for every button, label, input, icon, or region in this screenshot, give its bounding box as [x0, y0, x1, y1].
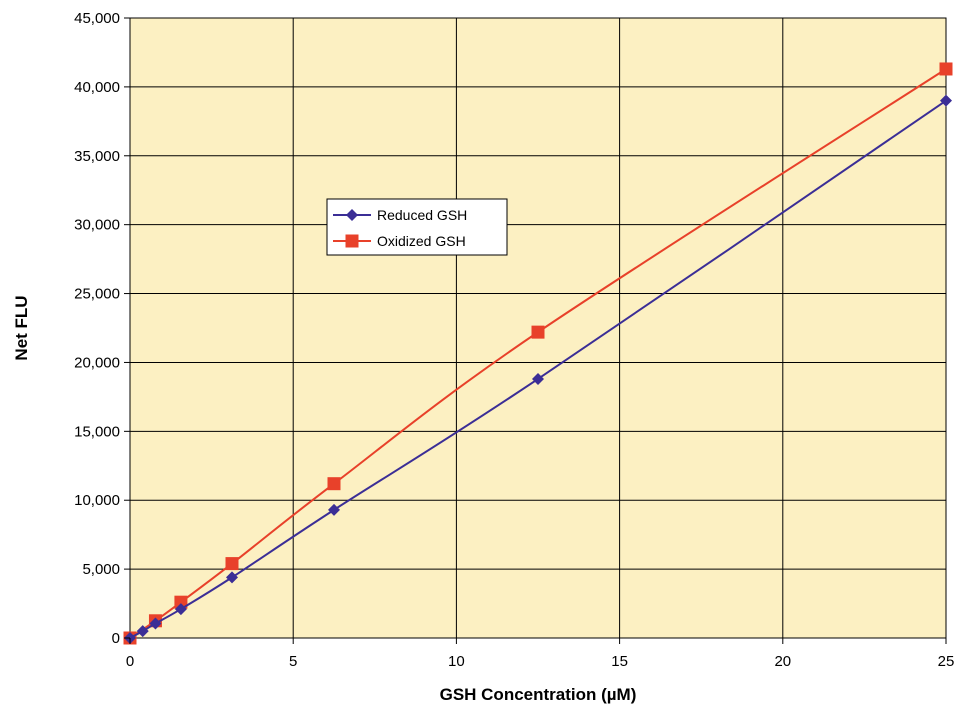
y-tick-label: 35,000 [74, 148, 120, 165]
x-tick-label: 5 [289, 653, 297, 670]
legend-swatch-marker [345, 234, 359, 248]
data-point [939, 62, 953, 76]
legend-entries: Reduced GSH Oxidized GSH [333, 207, 467, 249]
x-tick-label: 0 [126, 653, 134, 670]
tick-labels: 0 5,000 10,000 15,000 20,000 25,000 30,000 35,0… [74, 10, 954, 670]
y-tick-label: 5,000 [82, 561, 120, 578]
data-point [174, 603, 187, 616]
data-point [940, 94, 952, 107]
x-axis-title: GSH Concentration (µM) [440, 685, 637, 704]
legend-entry: Oxidized GSH [333, 233, 466, 249]
y-tick-label: 0 [112, 630, 120, 647]
y-tick-label: 20,000 [74, 354, 120, 371]
legend-label: Reduced GSH [377, 207, 467, 223]
y-tick-label: 10,000 [74, 492, 120, 509]
series-line [129, 99, 947, 639]
data-point [136, 625, 149, 638]
y-axis-title: Net FLU [12, 295, 31, 360]
y-tick-label: 15,000 [74, 423, 120, 440]
data-point [149, 617, 162, 630]
data-point [531, 325, 545, 339]
x-tick-label: 25 [938, 653, 955, 670]
data-point [327, 477, 341, 491]
data-point [328, 503, 340, 516]
legend-entry: Reduced GSH [333, 207, 467, 223]
data-point [226, 571, 238, 584]
legend: Reduced GSH Oxidized GSH [326, 198, 508, 256]
gridlines [130, 18, 946, 638]
y-tick-label: 40,000 [74, 79, 120, 96]
series-layer [123, 62, 953, 645]
x-tick-label: 15 [611, 653, 628, 670]
x-tick-label: 10 [448, 653, 465, 670]
x-tick-label: 20 [774, 653, 791, 670]
legend-swatch-marker [346, 209, 358, 221]
data-point [174, 595, 188, 609]
data-point [532, 372, 544, 385]
legend-label: Oxidized GSH [377, 233, 466, 249]
y-tick-label: 25,000 [74, 286, 120, 303]
data-point [225, 557, 239, 571]
y-tick-label: 45,000 [74, 10, 120, 27]
y-tick-label: 30,000 [74, 217, 120, 234]
